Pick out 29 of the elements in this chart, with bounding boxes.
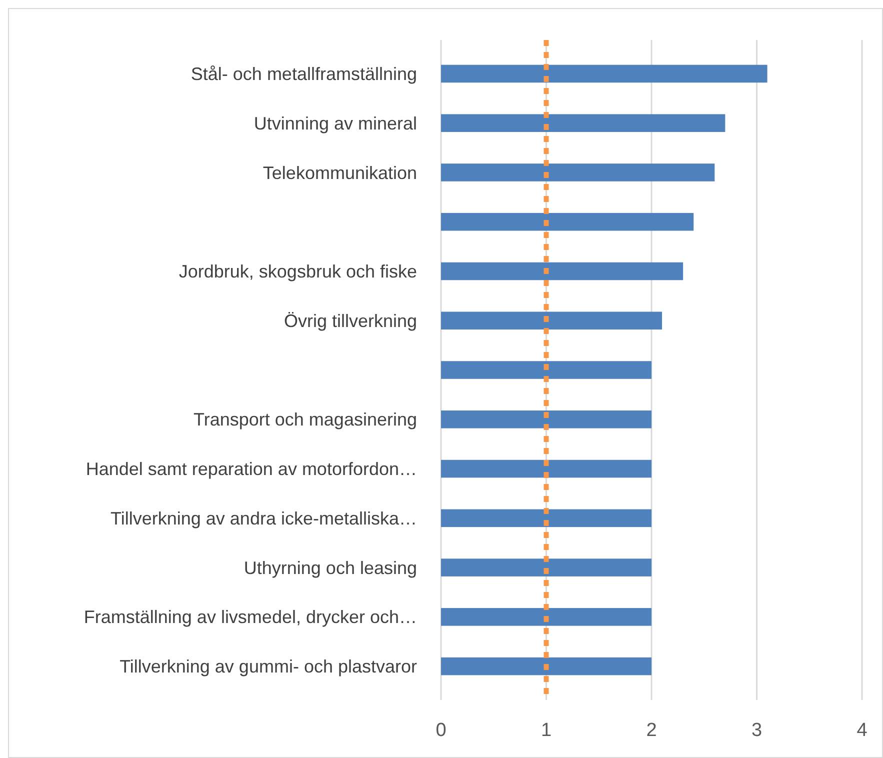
y-tick-label: Handel samt reparation av motorfordon… [86, 459, 417, 480]
x-tick-label: 3 [751, 720, 762, 741]
bar [441, 312, 662, 330]
y-tick-label: Jordbruk, skogsbruk och fiske [178, 262, 417, 282]
bar [441, 212, 694, 231]
x-tick-label: 4 [856, 720, 868, 741]
y-tick-label: Övrig tillverkning [284, 310, 417, 331]
x-tick-label: 0 [436, 720, 446, 741]
y-tick-label: Tillverkning av gummi- och plastvaror [120, 656, 417, 677]
y-tick-label: Telekommunikation [262, 162, 417, 183]
y-tick-label: Utvinning av mineral [254, 113, 417, 134]
bar [441, 114, 726, 132]
bar [441, 509, 652, 528]
y-tick-label: Transport och magasinering [194, 410, 417, 430]
bar [441, 164, 715, 182]
bar [441, 657, 652, 676]
bar [441, 64, 768, 83]
x-tick-label: 2 [646, 720, 657, 741]
bar [441, 410, 652, 428]
y-tick-label: Tillverkning av andra icke-metalliska… [110, 508, 417, 528]
y-tick-label: Framställning av livsmedel, drycker och… [84, 607, 417, 628]
y-tick-label: Uthyrning och leasing [244, 558, 417, 578]
y-tick-label: Stål- och metallframställning [190, 64, 417, 84]
x-tick-label: 1 [540, 720, 552, 741]
bar [441, 558, 652, 576]
bar [441, 460, 652, 478]
bar [441, 262, 684, 280]
bar [441, 608, 652, 626]
bar [441, 361, 652, 379]
